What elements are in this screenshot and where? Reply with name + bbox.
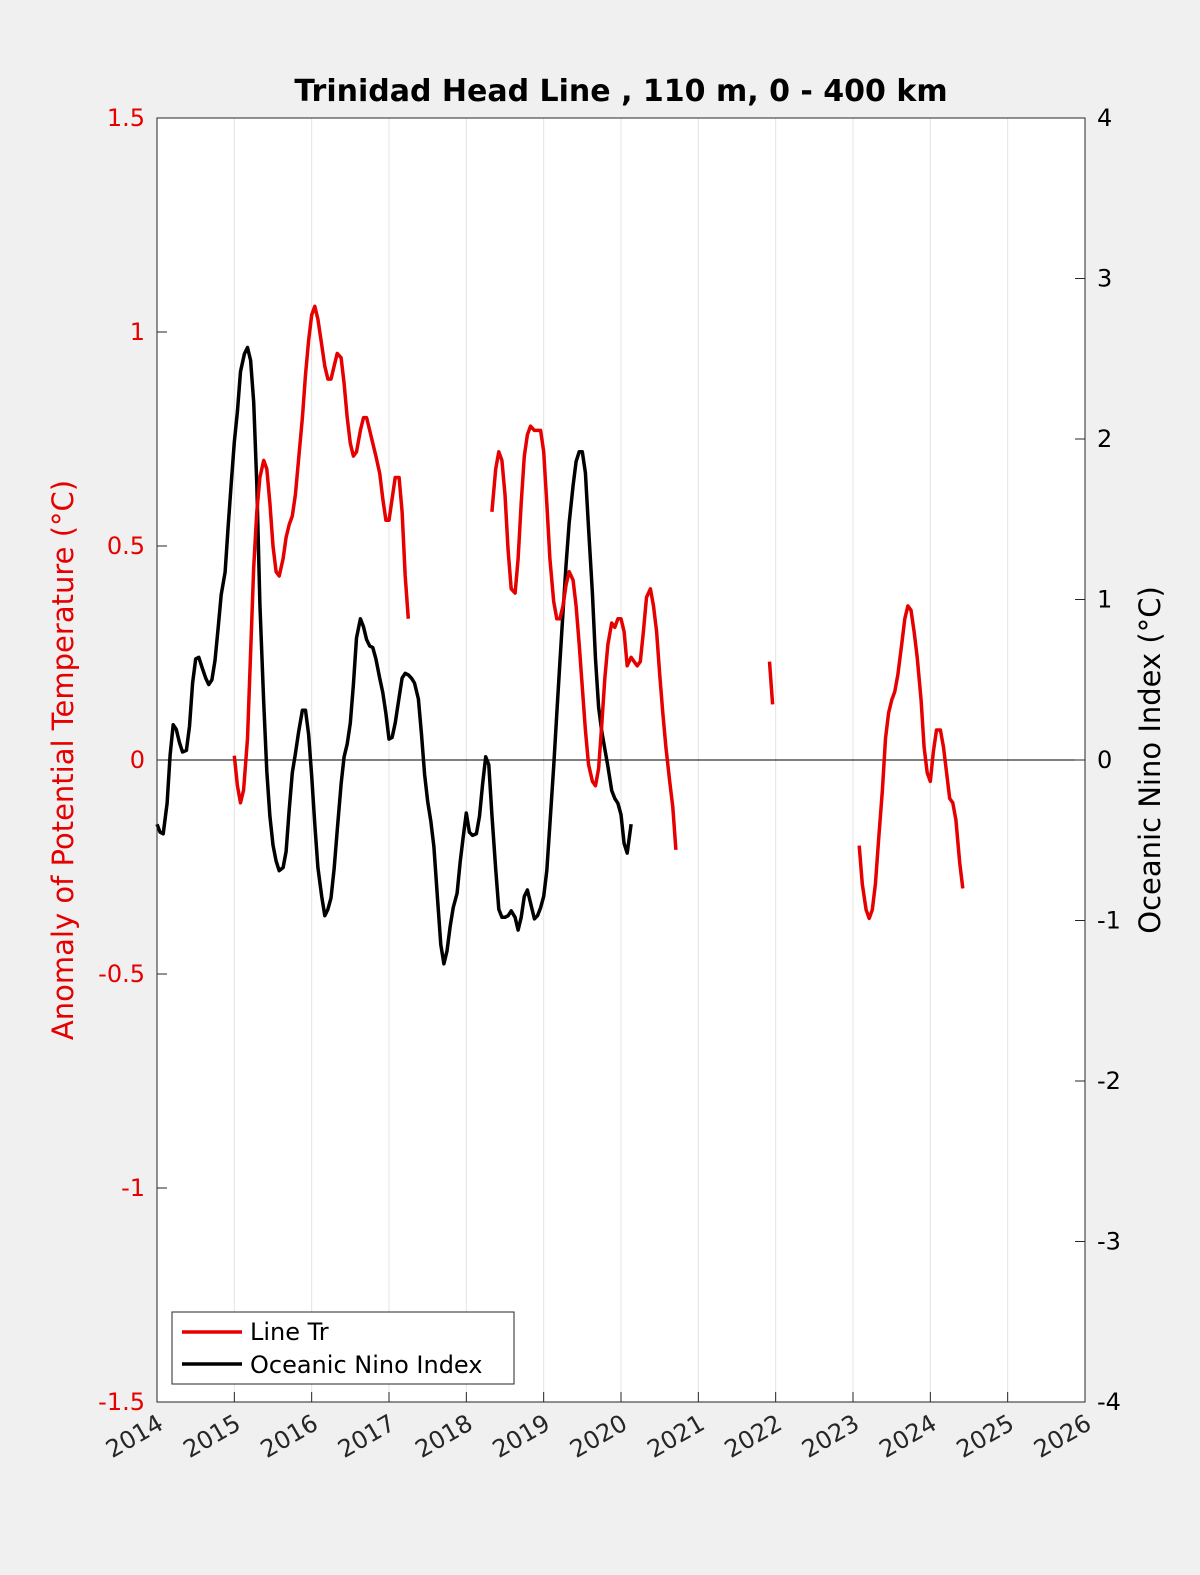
right-tick-label: 2	[1097, 425, 1112, 453]
left-tick-label: -1.5	[98, 1388, 145, 1416]
series-line-tr-segment-2	[767, 661, 775, 705]
left-axis-label: Anomaly of Potential Temperature (°C)	[46, 480, 80, 1040]
chart-title: Trinidad Head Line , 110 m, 0 - 400 km	[294, 74, 947, 109]
legend-label-line-tr: Line Tr	[250, 1318, 329, 1346]
left-tick-label: 0	[130, 746, 145, 774]
series-line-tr-segment-3	[857, 604, 965, 921]
left-tick-label: 1.5	[107, 104, 145, 132]
left-tick-label: -1	[121, 1174, 145, 1202]
series-oni-segment-0	[155, 345, 633, 966]
series-line-tr-segment-1	[490, 424, 678, 851]
right-tick-label: 1	[1097, 586, 1112, 614]
legend-label-oni: Oceanic Nino Index	[250, 1351, 482, 1379]
right-tick-label: 0	[1097, 746, 1112, 774]
series-line-tr-segment-0	[232, 304, 411, 805]
left-tick-label: 1	[130, 318, 145, 346]
right-tick-label: -4	[1097, 1388, 1121, 1416]
series-layer	[155, 304, 965, 966]
right-tick-label: -2	[1097, 1067, 1121, 1095]
left-tick-label: 0.5	[107, 532, 145, 560]
right-axis-label: Oceanic Nino Index (°C)	[1133, 586, 1167, 934]
left-tick-label: -0.5	[98, 960, 145, 988]
right-tick-label: 3	[1097, 265, 1112, 293]
left-axis-ticks: -1.5 -1 -0.5 0 0.5 1 1.5	[98, 104, 167, 1416]
legend: Line Tr Oceanic Nino Index	[171, 1311, 515, 1385]
right-tick-label: -3	[1097, 1228, 1121, 1256]
right-axis-ticks: -4 -3 -2 -1 0 1 2 3 4	[1075, 104, 1121, 1416]
right-tick-label: 4	[1097, 104, 1112, 132]
right-tick-label: -1	[1097, 907, 1121, 935]
legend-box	[171, 1311, 515, 1385]
